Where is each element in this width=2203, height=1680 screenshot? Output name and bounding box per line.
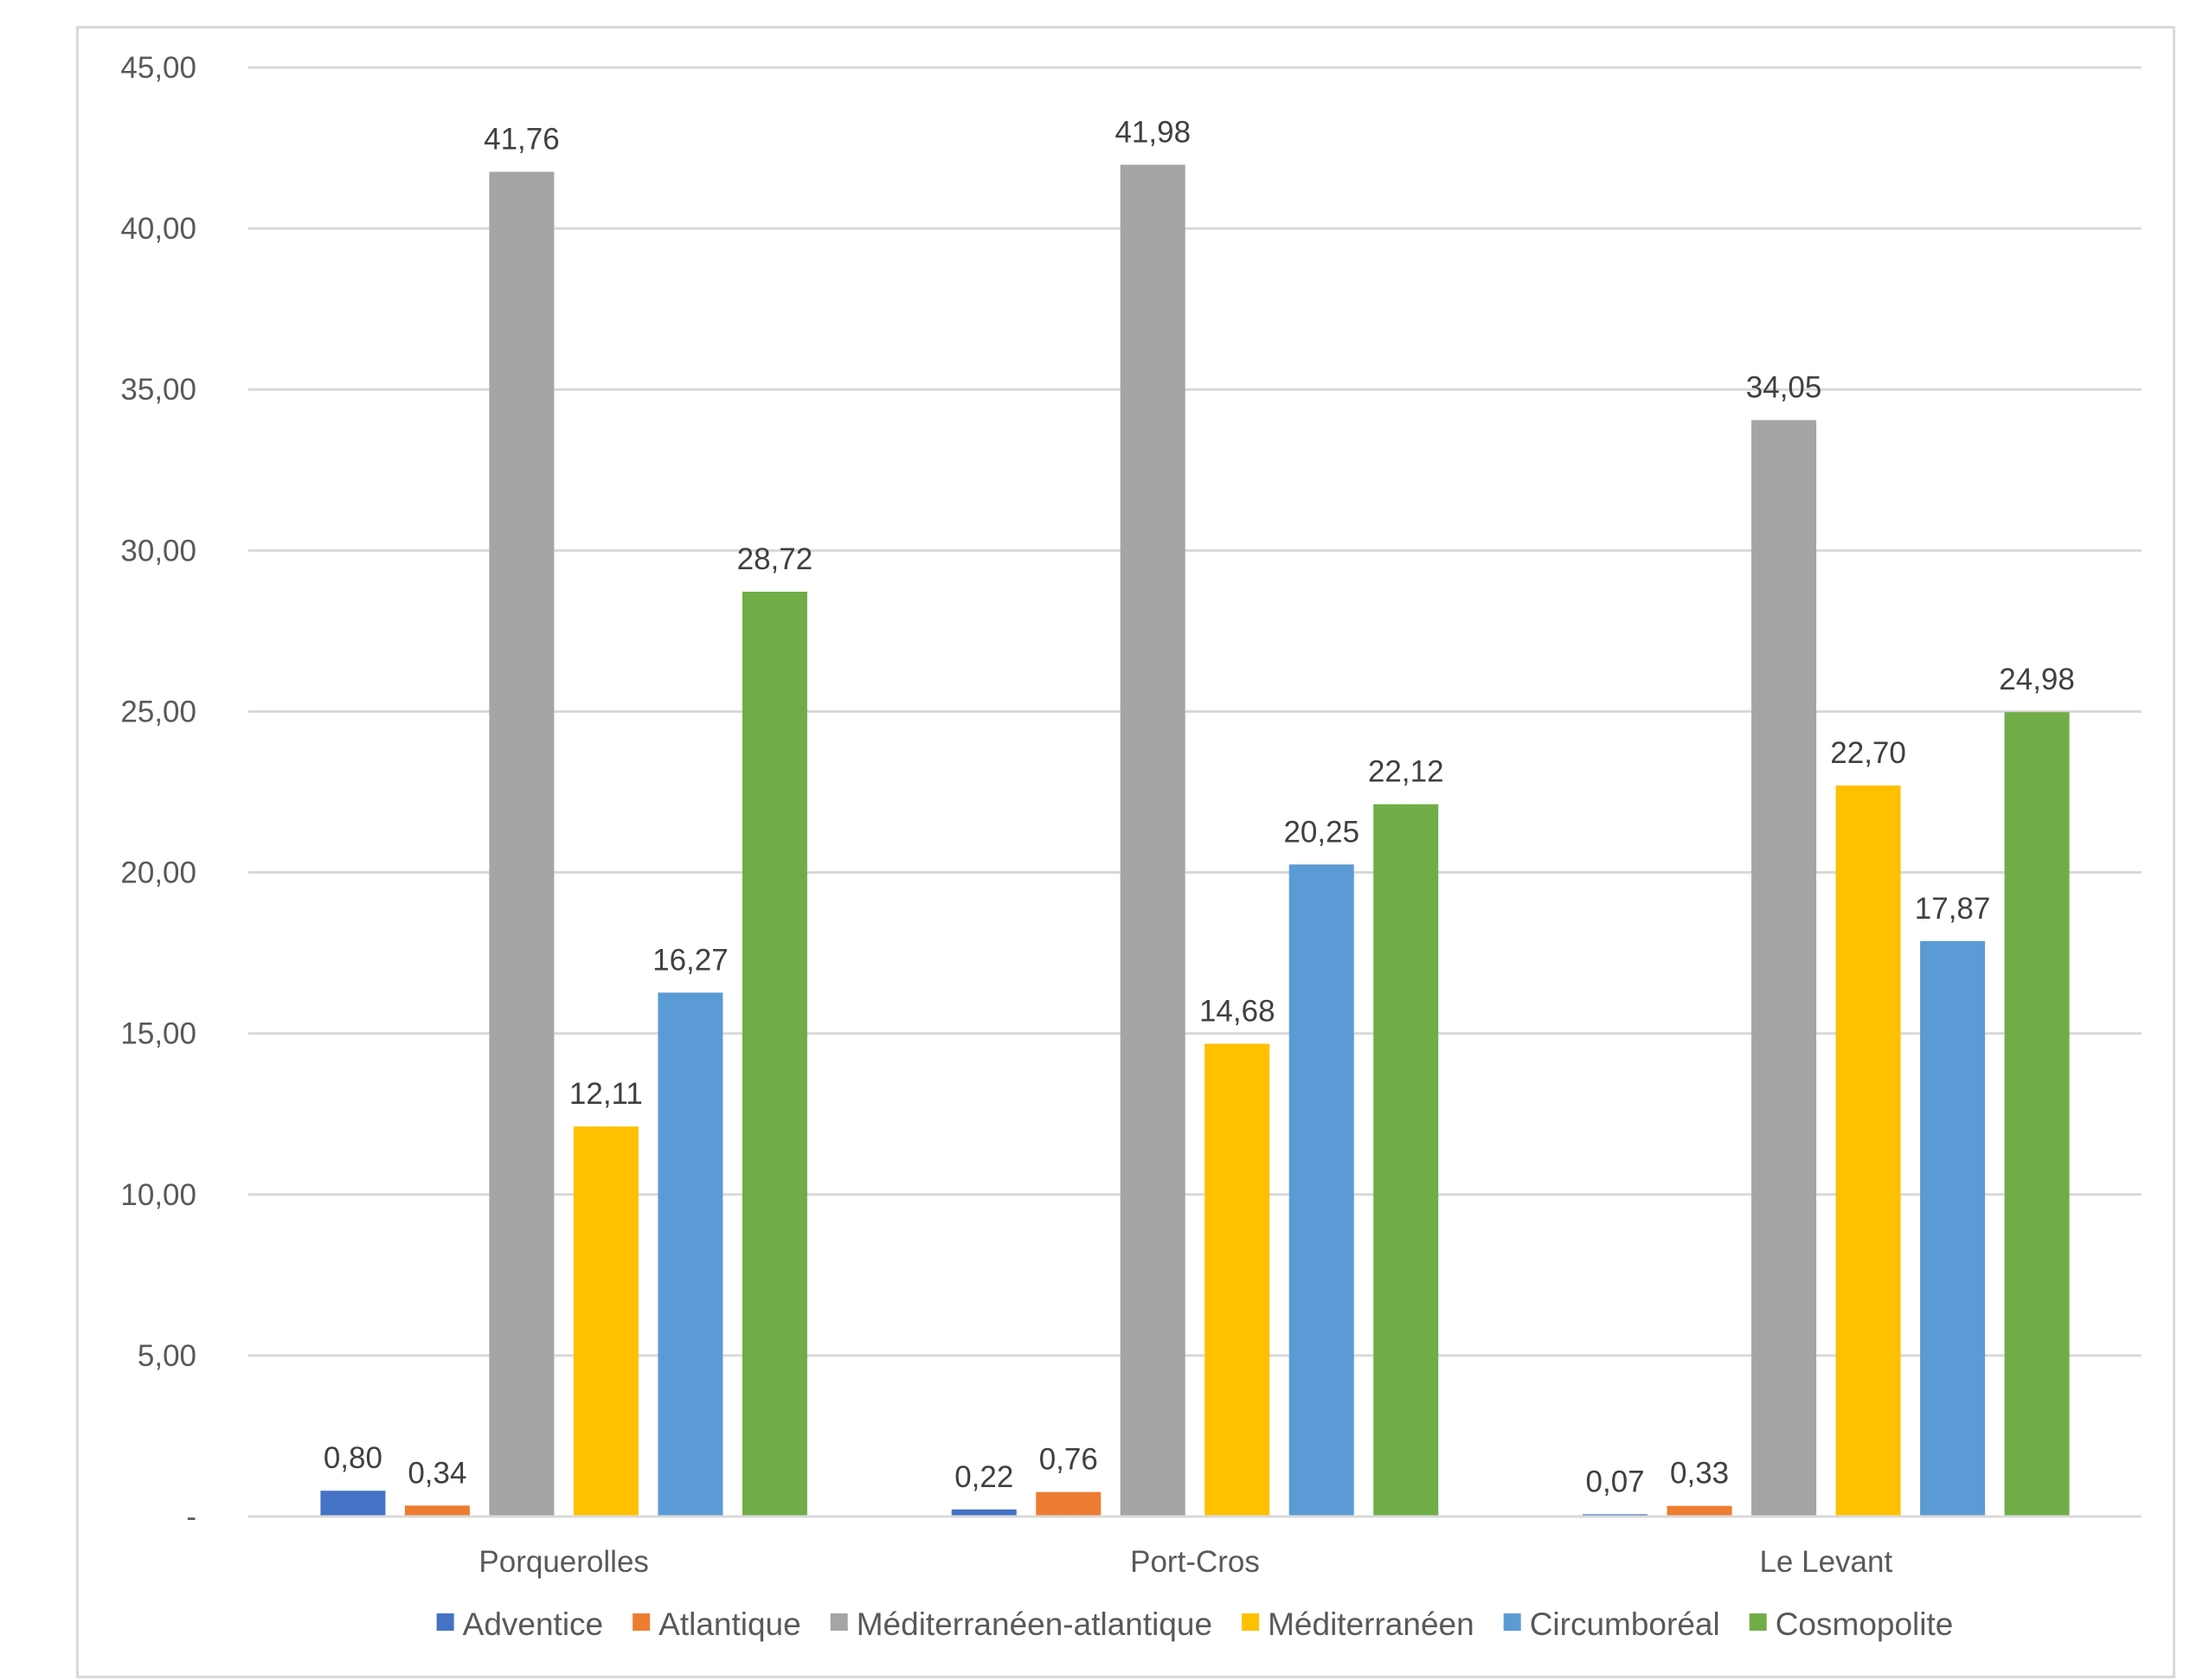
x-category-label: Porquerolles [478, 1545, 649, 1579]
data-label: 0,33 [1670, 1457, 1729, 1491]
y-tick-label: - [186, 1500, 196, 1534]
y-tick-label: 45,00 [120, 51, 196, 85]
data-label: 16,27 [652, 943, 729, 977]
bar [1751, 420, 1817, 1516]
y-tick-label: 5,00 [138, 1339, 196, 1373]
y-tick-label: 10,00 [120, 1178, 196, 1212]
data-label: 0,07 [1586, 1465, 1645, 1498]
data-label: 14,68 [1199, 995, 1275, 1029]
data-label: 20,25 [1283, 815, 1359, 849]
data-label: 0,34 [408, 1456, 466, 1490]
x-category-label: Le Levant [1759, 1545, 1892, 1579]
data-label: 0,76 [1039, 1443, 1098, 1477]
bar [404, 1505, 470, 1516]
data-label: 17,87 [1915, 892, 1991, 926]
bar [320, 1491, 386, 1516]
y-tick-label: 40,00 [120, 212, 196, 246]
data-label: 41,76 [484, 123, 560, 157]
bar [489, 171, 555, 1517]
y-tick-label: 35,00 [120, 373, 196, 407]
bar [742, 591, 807, 1516]
y-tick-label: 15,00 [120, 1017, 196, 1051]
bar [1288, 864, 1354, 1516]
y-tick-label: 20,00 [120, 856, 196, 890]
bar [658, 992, 723, 1516]
bar [1920, 940, 1986, 1516]
bar [1373, 804, 1439, 1516]
bar [1667, 1505, 1732, 1516]
legend-swatch [1503, 1613, 1521, 1631]
legend-swatch [830, 1613, 848, 1631]
legend-swatch [1242, 1613, 1260, 1631]
legend-swatch [1749, 1613, 1767, 1631]
legend-swatch [436, 1613, 454, 1631]
data-label: 34,05 [1746, 371, 1822, 405]
data-label: 41,98 [1114, 115, 1191, 149]
bar [2004, 712, 2070, 1516]
legend-label: Atlantique [658, 1606, 801, 1642]
bar [1120, 164, 1185, 1516]
data-label: 28,72 [737, 542, 813, 576]
data-label: 22,12 [1368, 755, 1444, 789]
legend-label: Adventice [463, 1606, 604, 1642]
data-label: 24,98 [1999, 663, 2075, 696]
bar [1204, 1043, 1270, 1516]
legend-label: Méditerranéen [1268, 1606, 1474, 1642]
bar [1835, 785, 1901, 1516]
legend-label: Cosmopolite [1776, 1606, 1954, 1642]
y-tick-label: 30,00 [120, 534, 196, 567]
y-tick-label: 25,00 [120, 695, 196, 728]
legend-label: Circumboréal [1530, 1606, 1720, 1642]
x-category-label: Port-Cros [1130, 1545, 1260, 1579]
data-label: 12,11 [569, 1077, 643, 1111]
data-label: 0,22 [954, 1460, 1013, 1494]
bar [573, 1126, 639, 1516]
legend-swatch [633, 1613, 651, 1631]
data-label: 0,80 [324, 1441, 382, 1475]
data-label: 22,70 [1830, 736, 1906, 770]
bar [1036, 1491, 1102, 1516]
legend-label: Méditerranéen-atlantique [857, 1606, 1212, 1642]
bar [951, 1509, 1017, 1516]
